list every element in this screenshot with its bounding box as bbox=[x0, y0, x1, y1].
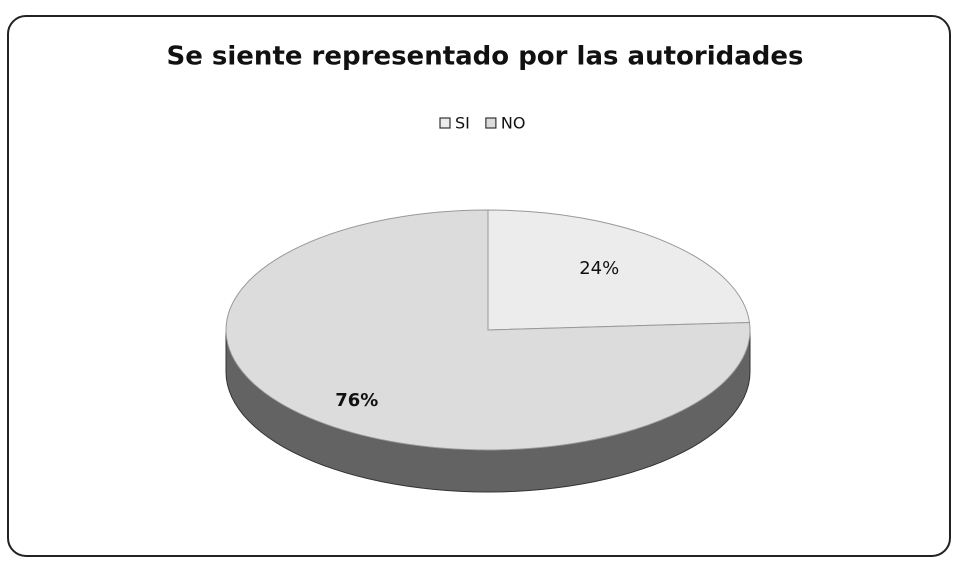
legend-swatch bbox=[439, 117, 451, 129]
legend: SI NO bbox=[439, 114, 526, 133]
chart-title: Se siente representado por las autoridad… bbox=[167, 42, 804, 72]
data-label: 76% bbox=[335, 390, 378, 411]
slice bbox=[225, 209, 751, 451]
legend-label: NO bbox=[501, 114, 526, 133]
slice bbox=[487, 209, 751, 331]
pie: 24% 76% bbox=[225, 209, 751, 493]
legend-label: SI bbox=[455, 114, 470, 133]
data-label: 24% bbox=[579, 258, 619, 279]
legend-swatch bbox=[485, 117, 497, 129]
